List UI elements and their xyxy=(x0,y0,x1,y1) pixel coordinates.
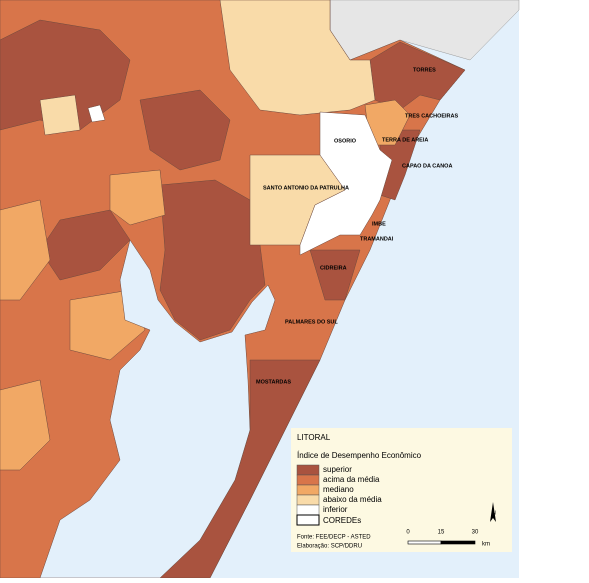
legend-label: COREDEs xyxy=(323,516,361,525)
legend-label: superior xyxy=(323,465,352,474)
scale-segment xyxy=(407,540,442,545)
place-label: TRES CACHOEIRAS xyxy=(405,113,459,119)
region xyxy=(0,19,131,131)
north-arrow xyxy=(490,502,496,522)
place-label: TORRES xyxy=(413,67,436,73)
place-label: MOSTARDAS xyxy=(256,379,291,385)
credit: Fonte: FEE/DECP - ASTED xyxy=(297,535,371,541)
scale-label: 30 xyxy=(472,530,479,536)
region xyxy=(39,94,81,136)
credit: Elaboração: SCP/DDRU xyxy=(297,544,362,550)
legend-swatch xyxy=(296,474,320,486)
legend-label: abaixo da média xyxy=(323,495,382,504)
scale-segment xyxy=(440,540,476,545)
legend-subtitle: Índice de Desempenho Econômico xyxy=(297,451,422,460)
region xyxy=(309,249,361,301)
legend-label: mediano xyxy=(323,485,354,494)
region xyxy=(139,89,231,171)
scale-bar xyxy=(407,540,476,545)
legend-swatch xyxy=(296,514,320,526)
scale-unit: km xyxy=(482,542,490,548)
place-label: PALMARES DO SUL xyxy=(285,319,338,325)
place-label: IMBE xyxy=(372,221,386,227)
place-label: CIDREIRA xyxy=(320,265,347,271)
place-label: CAPAO DA CANOA xyxy=(402,163,452,169)
legend-label: acima da média xyxy=(323,475,380,484)
north-label: N xyxy=(492,510,496,516)
region xyxy=(159,179,266,341)
region xyxy=(0,199,51,301)
scale-label: 15 xyxy=(438,530,445,536)
scale-label: 0 xyxy=(406,530,410,536)
region xyxy=(299,111,393,256)
region xyxy=(109,169,166,226)
legend-label: inferior xyxy=(323,505,348,514)
region xyxy=(219,0,376,116)
legend-title: LITORAL xyxy=(297,433,331,442)
legend-swatch xyxy=(296,484,320,496)
place-label: OSORIO xyxy=(334,138,357,144)
legend-swatch xyxy=(296,504,320,516)
place-label: TRAMANDAI xyxy=(360,236,394,242)
region xyxy=(0,379,51,471)
region xyxy=(87,104,106,123)
legend-swatch xyxy=(296,494,320,506)
region xyxy=(369,41,466,111)
place-label: TERRA DE AREIA xyxy=(382,137,428,143)
legend-swatch xyxy=(296,464,320,476)
lagoon xyxy=(39,239,276,579)
place-label: SANTO ANTONIO DA PATRULHA xyxy=(263,185,349,191)
legend-box xyxy=(291,428,512,552)
